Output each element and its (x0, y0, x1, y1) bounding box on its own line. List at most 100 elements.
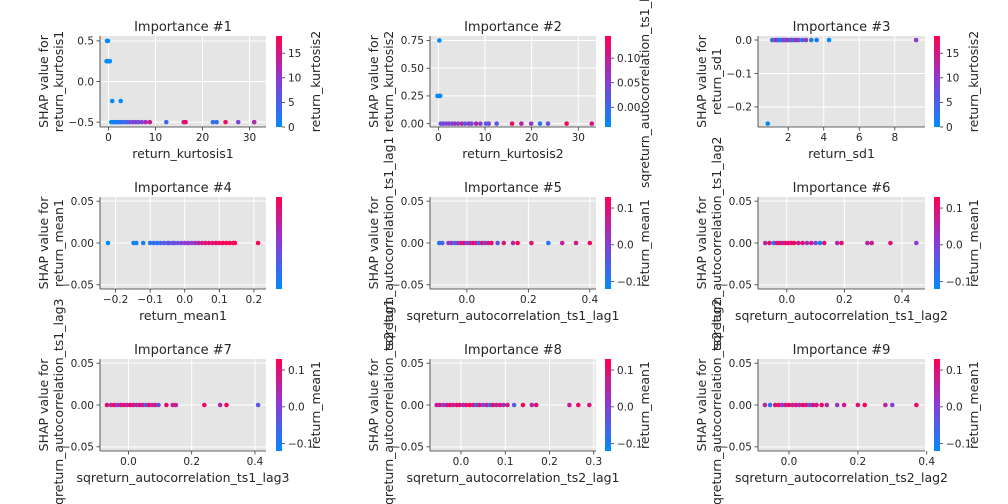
scatter-point (800, 240, 805, 246)
scatter-point (170, 402, 176, 408)
scatter-point (146, 402, 152, 408)
scatter-point (121, 402, 127, 408)
scatter-point (865, 240, 870, 246)
scatter-point (807, 402, 812, 408)
colorbar-tick-label: 0.0 (617, 402, 634, 414)
colorbar-tick-label: 0.00 (617, 102, 640, 114)
scatter-point (490, 402, 496, 408)
scatter-point (214, 119, 219, 125)
colorbar-label: return_mean1 (637, 199, 652, 287)
y-axis-label: return_mean1 (51, 199, 66, 287)
colorbar (934, 197, 940, 289)
scatter-point (573, 240, 579, 246)
scatter-point (467, 402, 473, 408)
scatter-point (510, 240, 516, 246)
colorbar-tick-label: 0 (946, 122, 953, 134)
chart-panel-6: 0.0 0.2 0.4 −0.05 0.00 0.05 Importance #6 sqret… (694, 136, 981, 349)
scatter-point (130, 402, 136, 408)
x-tick-label: 0.1 (211, 294, 228, 306)
colorbar-tick-label: 15 (946, 48, 959, 60)
scatter-point (457, 402, 462, 408)
scatter-point (813, 240, 818, 246)
colorbar-tick-label: 10 (288, 73, 301, 85)
y-tick-label: −0.2 (727, 102, 753, 114)
scatter-point (914, 240, 919, 246)
scatter-point (213, 240, 219, 246)
x-axis-label: sqreturn_autocorrelation_ts1_lag3 (76, 470, 289, 485)
scatter-point (478, 121, 483, 126)
scatter-point (505, 402, 510, 408)
scatter-point (800, 37, 805, 43)
scatter-point (118, 402, 123, 408)
x-tick-label: 0.0 (781, 456, 798, 468)
scatter-point (255, 240, 261, 246)
colorbar-label: return_kurtosis2 (966, 31, 981, 132)
scatter-point (185, 240, 191, 246)
y-axis-label: SHAP value for (36, 34, 51, 128)
colorbar-tick-label: 0.1 (617, 365, 634, 377)
chart-title: Importance #1 (134, 20, 232, 35)
scatter-point (111, 402, 117, 408)
scatter-point (156, 402, 161, 408)
scatter-point (469, 121, 474, 126)
scatter-point (203, 240, 208, 246)
chart-panel-4: −0.2 −0.1 0.0 0.1 0.2 −0.05 0.00 0.05 Importance… (36, 181, 282, 323)
scatter-point (107, 58, 113, 64)
scatter-point (511, 402, 517, 408)
scatter-point (546, 240, 551, 246)
scatter-point (255, 402, 261, 408)
scatter-point (223, 240, 229, 246)
colorbar-label: return_mean1 (308, 361, 323, 449)
y-axis-label: sqreturn_autocorrelation_ts1_lag1 (381, 136, 396, 349)
scatter-point (210, 240, 215, 246)
scatter-point (779, 402, 785, 408)
y-axis-label: sqreturn_autocorrelation_ts1_lag3 (51, 298, 66, 504)
scatter-point (767, 240, 772, 246)
scatter-point (437, 402, 443, 408)
scatter-point (786, 402, 792, 408)
scatter-point (161, 240, 167, 246)
scatter-point (223, 119, 228, 125)
scatter-point (172, 240, 177, 246)
scatter-point (183, 119, 188, 125)
y-tick-label: 0.0 (735, 35, 752, 47)
colorbar-tick-label: −0.1 (617, 276, 643, 288)
colorbar-tick-label: 0.1 (288, 365, 305, 377)
scatter-point (889, 402, 895, 408)
y-tick-label: 0.05 (401, 358, 424, 370)
chart-title: Importance #2 (464, 20, 562, 35)
scatter-point (533, 402, 539, 408)
scatter-point (567, 402, 572, 408)
colorbar-tick-label: 0 (288, 122, 295, 134)
scatter-point (869, 240, 875, 246)
y-tick-label: 0.00 (71, 400, 94, 412)
colorbar-tick-label: −0.1 (288, 438, 314, 450)
scatter-point (529, 402, 535, 408)
scatter-point (790, 402, 795, 408)
scatter-point (140, 240, 146, 246)
scatter-point (206, 240, 212, 246)
scatter-point (494, 402, 499, 408)
x-tick-label: 0.0 (120, 456, 137, 468)
scatter-point (564, 121, 569, 126)
chart-panel-1: 0 10 20 30 −0.5 0.0 0.5 Importance #1 return_kur… (36, 20, 323, 161)
colorbar-tick-label: 0.05 (617, 78, 640, 90)
colorbar-label: return_mean1 (966, 361, 981, 449)
scatter-point (452, 121, 458, 126)
chart-panel-7: 0.0 0.2 0.4 −0.05 0.00 0.05 Importance #7 sqret… (36, 298, 323, 504)
scatter-point (529, 240, 534, 246)
y-tick-label: 0.05 (71, 358, 94, 370)
scatter-point (134, 240, 139, 246)
y-axis-label: SHAP value for (366, 196, 381, 290)
scatter-point (154, 240, 160, 246)
scatter-point (559, 240, 565, 246)
chart-title: Importance #5 (464, 181, 562, 196)
scatter-point (118, 98, 123, 104)
y-tick-label: 0.00 (71, 238, 94, 250)
colorbar (934, 36, 940, 127)
y-tick-label: 0.5 (77, 36, 94, 48)
scatter-point (796, 240, 801, 246)
scatter-point (501, 402, 506, 408)
scatter-point (509, 121, 515, 126)
chart-title: Importance #6 (793, 181, 891, 196)
